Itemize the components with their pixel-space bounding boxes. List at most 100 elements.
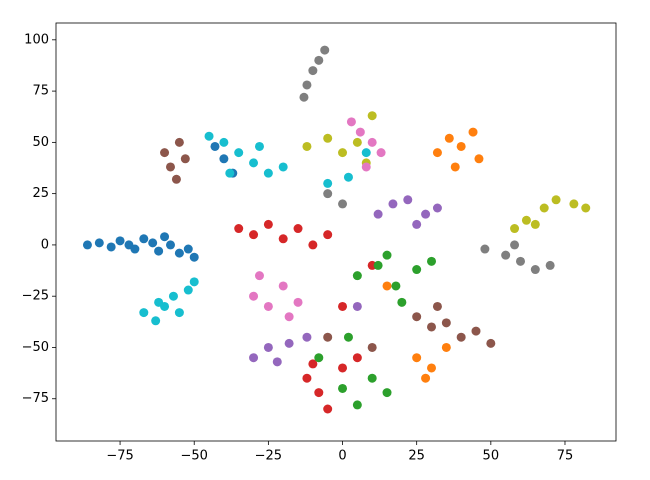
point [412, 265, 422, 275]
point [427, 363, 437, 373]
point [361, 148, 371, 158]
point [343, 172, 353, 182]
point [480, 244, 490, 254]
point [165, 240, 175, 250]
point [263, 219, 273, 229]
point [151, 316, 161, 326]
plot-frame [55, 22, 617, 442]
point [160, 148, 170, 158]
point [441, 342, 451, 352]
y-tick-label: 75 [32, 84, 49, 99]
point [382, 250, 392, 260]
y-tick-label: −25 [22, 289, 49, 304]
point [115, 236, 125, 246]
point [278, 162, 288, 172]
point [323, 404, 333, 414]
point [376, 148, 386, 158]
point [302, 332, 312, 342]
point [249, 291, 259, 301]
point [403, 195, 413, 205]
point [308, 240, 318, 250]
point [338, 363, 348, 373]
point [421, 209, 431, 219]
x-tick-label: 50 [483, 449, 500, 464]
point [427, 322, 437, 332]
point [302, 373, 312, 383]
point [539, 203, 549, 213]
point [249, 158, 259, 168]
point [338, 301, 348, 311]
point [293, 224, 303, 234]
point [314, 388, 324, 398]
point [263, 342, 273, 352]
point [130, 244, 140, 254]
point [139, 234, 149, 244]
point [338, 383, 348, 393]
y-tick-label: −75 [22, 391, 49, 406]
point [234, 148, 244, 158]
point [148, 238, 158, 248]
point [352, 271, 362, 281]
point [515, 256, 525, 266]
point [314, 353, 324, 363]
point [183, 285, 193, 295]
point [391, 281, 401, 291]
point [160, 232, 170, 242]
point [551, 195, 561, 205]
x-tick-label: 25 [408, 449, 425, 464]
x-tick-label: −25 [255, 449, 282, 464]
point [234, 224, 244, 234]
x-tick-label: −50 [181, 449, 208, 464]
point [456, 332, 466, 342]
point [82, 240, 92, 250]
point [94, 238, 104, 248]
point [263, 301, 273, 311]
point [412, 219, 422, 229]
point [432, 301, 442, 311]
point [352, 353, 362, 363]
point [323, 189, 333, 199]
point [320, 45, 330, 55]
y-tick-label: 50 [32, 135, 49, 150]
point [168, 291, 178, 301]
point [355, 127, 365, 137]
point [204, 131, 214, 141]
point [278, 281, 288, 291]
point [174, 248, 184, 258]
point [263, 168, 273, 178]
point [397, 297, 407, 307]
point [249, 353, 259, 363]
point [432, 148, 442, 158]
x-tick-label: 0 [338, 449, 346, 464]
point [352, 137, 362, 147]
point [388, 199, 398, 209]
y-tick-label: 100 [24, 32, 49, 47]
point [486, 338, 496, 348]
point [299, 92, 309, 102]
point [154, 297, 164, 307]
point [352, 400, 362, 410]
point [432, 203, 442, 213]
point [569, 199, 579, 209]
x-tick-label: 75 [557, 449, 574, 464]
point [346, 117, 356, 127]
point [284, 338, 294, 348]
point [308, 66, 318, 76]
point [501, 250, 511, 260]
point [254, 141, 264, 151]
point [210, 141, 220, 151]
point [171, 174, 181, 184]
point [545, 260, 555, 270]
point [180, 154, 190, 164]
point [510, 224, 520, 234]
point [343, 332, 353, 342]
point [367, 342, 377, 352]
point [278, 234, 288, 244]
point [382, 388, 392, 398]
point [367, 373, 377, 383]
point [441, 318, 451, 328]
point [373, 209, 383, 219]
point [468, 127, 478, 137]
point [189, 252, 199, 262]
